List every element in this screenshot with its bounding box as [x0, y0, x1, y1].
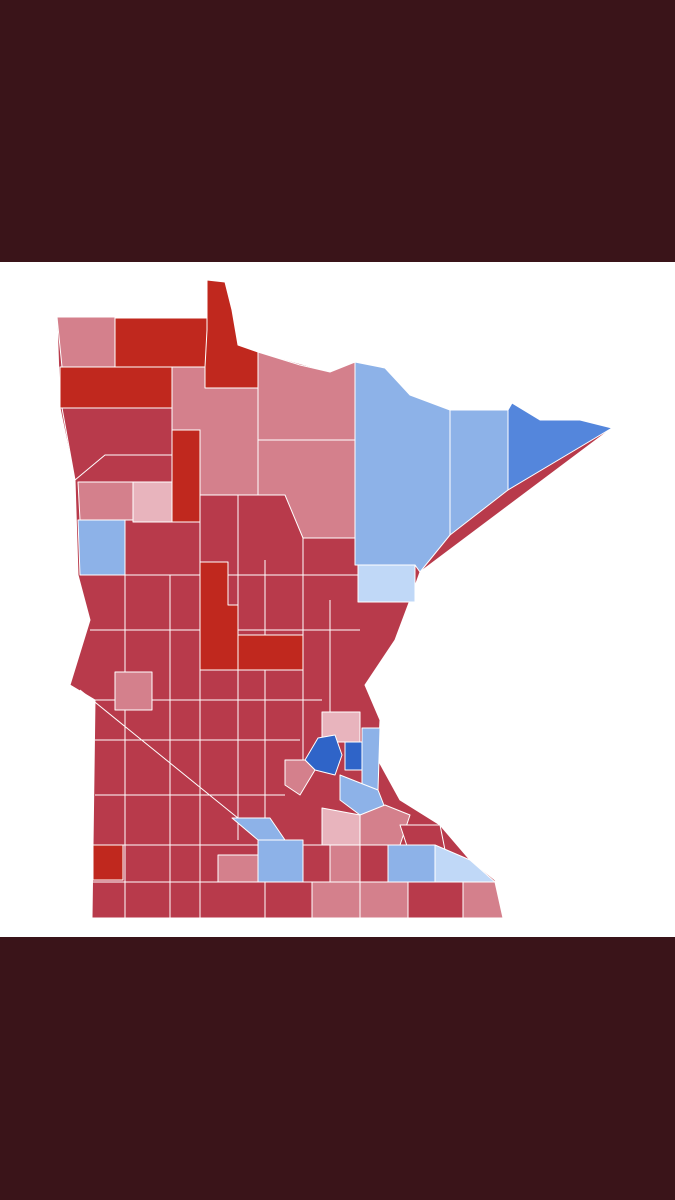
county: [257, 839, 304, 883]
county: [354, 361, 451, 573]
county: [359, 881, 409, 919]
county: [321, 807, 361, 846]
county: [357, 564, 416, 603]
county: [434, 844, 496, 883]
top-band: [0, 0, 675, 262]
county: [284, 759, 316, 796]
county: [387, 844, 436, 883]
county: [407, 881, 464, 919]
county: [507, 402, 613, 491]
county: [77, 519, 126, 576]
county: [311, 881, 361, 919]
bottom-band: [0, 937, 675, 1200]
county: [132, 481, 173, 523]
county: [344, 741, 363, 771]
county: [61, 407, 173, 481]
county: [77, 481, 134, 521]
county: [217, 854, 259, 883]
county: [171, 429, 201, 523]
county: [59, 366, 173, 409]
county: [329, 844, 361, 883]
county: [237, 634, 304, 671]
county: [114, 671, 153, 711]
county-line: [79, 689, 266, 841]
county: [199, 561, 239, 671]
counties: [56, 279, 613, 919]
county: [114, 317, 209, 368]
county: [92, 844, 124, 881]
county: [204, 279, 259, 389]
county: [361, 727, 381, 791]
county: [56, 316, 116, 368]
county: [231, 817, 286, 841]
